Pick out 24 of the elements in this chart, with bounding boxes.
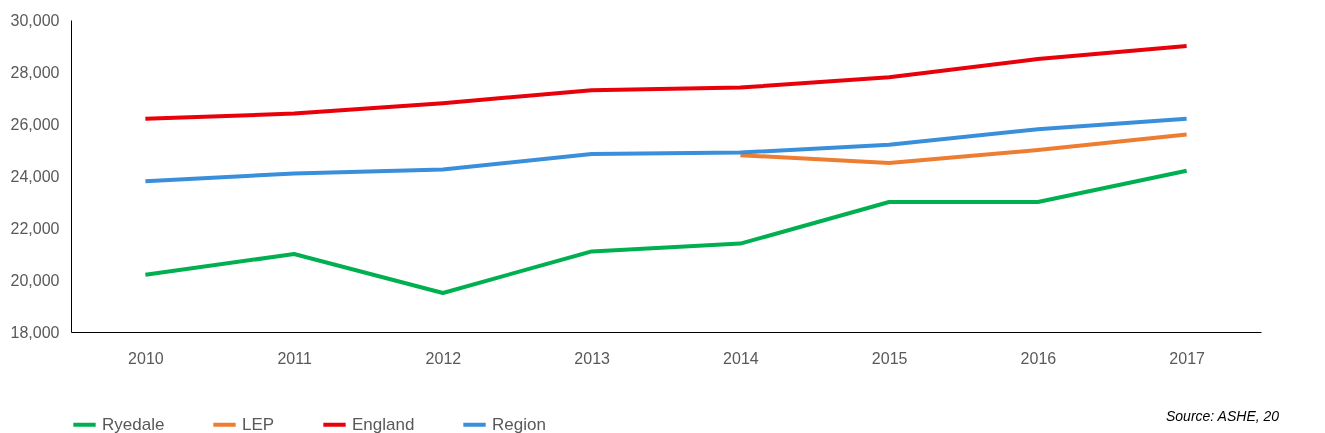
line-series bbox=[143, 168, 1189, 295]
line-series bbox=[143, 44, 1189, 121]
legend-label: Ryedale bbox=[102, 414, 165, 433]
y-tick-label: 26,000 bbox=[10, 115, 60, 133]
legend-label: Region bbox=[492, 414, 546, 433]
legend-label: LEP bbox=[242, 414, 275, 433]
y-tick-label: 18,000 bbox=[10, 323, 60, 341]
source-note: Source: ASHE, 20 bbox=[1166, 408, 1280, 424]
line-series bbox=[738, 132, 1189, 165]
x-tick-label: 2015 bbox=[871, 349, 908, 367]
x-tick-label: 2012 bbox=[425, 349, 462, 367]
y-tick-label: 20,000 bbox=[10, 271, 60, 289]
y-tick-label: 28,000 bbox=[10, 63, 60, 81]
line-series bbox=[143, 116, 1189, 184]
x-tick-label: 2011 bbox=[277, 349, 312, 367]
x-tick-label: 2014 bbox=[723, 349, 759, 367]
y-tick-label: 30,000 bbox=[10, 11, 60, 29]
y-tick-label: 22,000 bbox=[10, 219, 60, 237]
x-tick-label: 2016 bbox=[1020, 349, 1057, 367]
y-tick-label: 24,000 bbox=[10, 167, 60, 185]
x-tick-label: 2010 bbox=[128, 349, 164, 367]
legend-label: England bbox=[352, 414, 415, 433]
x-tick-label: 2017 bbox=[1169, 349, 1206, 367]
x-tick-label: 2013 bbox=[574, 349, 611, 367]
